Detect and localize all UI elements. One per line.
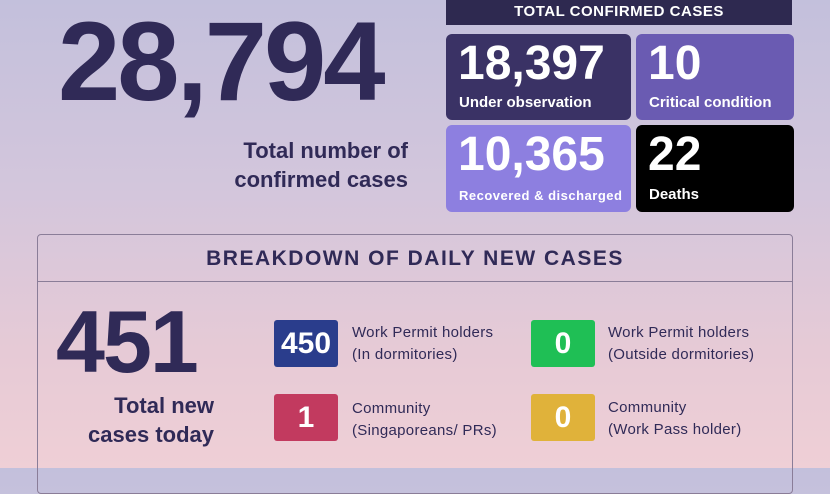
total-confirmed-label: Total number of confirmed cases [234, 138, 408, 192]
community-wp-badge: 0 [531, 394, 595, 441]
deaths-label: Deaths [649, 186, 700, 203]
dorm-wp-label: Work Permit holders (In dormitories) [352, 324, 494, 363]
deaths-value: 22 [648, 128, 702, 181]
community-sg-label: Community (Singaporeans/ PRs) [352, 400, 497, 439]
breakdown-title: BREAKDOWN OF DAILY NEW CASES [38, 235, 792, 282]
under-observation-label: Under observation [459, 94, 592, 111]
dorm-wp-badge: 450 [274, 320, 338, 367]
outside-dorm-wp-badge: 0 [531, 320, 595, 367]
outside-dorm-wp-label: Work Permit holders (Outside dormitories… [608, 324, 755, 363]
critical-condition-value: 10 [648, 37, 702, 90]
total-confirmed-header: TOTAL CONFIRMED CASES [446, 0, 792, 25]
new-cases-label: Total new cases today [88, 393, 214, 447]
critical-condition-label: Critical condition [649, 94, 772, 111]
recovered-label: Recovered & discharged [459, 188, 623, 203]
recovered-value: 10,365 [458, 128, 605, 181]
recovered-tile: 10,365 Recovered & discharged [446, 125, 631, 212]
under-observation-tile: 18,397 Under observation [446, 34, 631, 120]
new-cases-number: 451 [56, 292, 199, 391]
critical-condition-tile: 10 Critical condition [636, 34, 794, 120]
deaths-tile: 22 Deaths [636, 125, 794, 212]
total-confirmed-number: 28,794 [58, 0, 386, 124]
community-wp-label: Community (Work Pass holder) [608, 399, 742, 438]
under-observation-value: 18,397 [458, 37, 605, 90]
community-sg-badge: 1 [274, 394, 338, 441]
